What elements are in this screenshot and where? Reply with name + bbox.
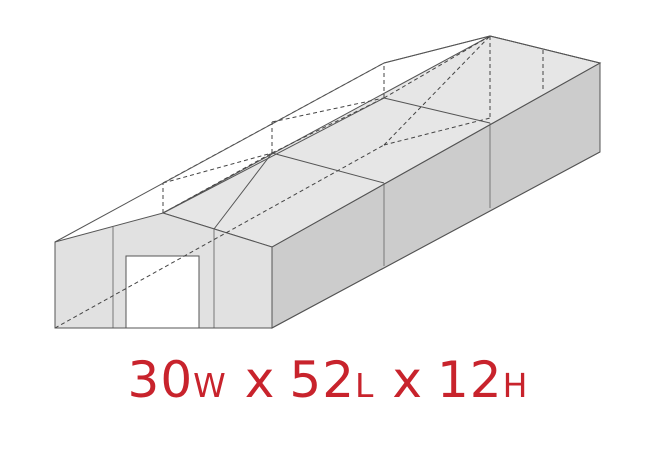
frame-dashed-lines — [54, 35, 544, 329]
outline — [54, 35, 601, 329]
side-wall-seams — [383, 123, 491, 266]
eave-edge — [271, 62, 601, 248]
tent-structure-diagram — [54, 35, 602, 329]
front-wall-posts — [112, 227, 215, 328]
dimensions-label: 30W x 52L x 12H — [0, 340, 656, 420]
length-value: 52 — [289, 351, 356, 409]
height-value: 12 — [437, 351, 503, 409]
length-unit: L — [355, 366, 375, 405]
separator: x — [244, 351, 276, 409]
door-opening — [125, 255, 200, 329]
width-value: 30 — [127, 351, 194, 409]
separator: x — [392, 351, 423, 409]
height-unit: H — [502, 366, 529, 405]
width-unit: W — [193, 366, 227, 405]
